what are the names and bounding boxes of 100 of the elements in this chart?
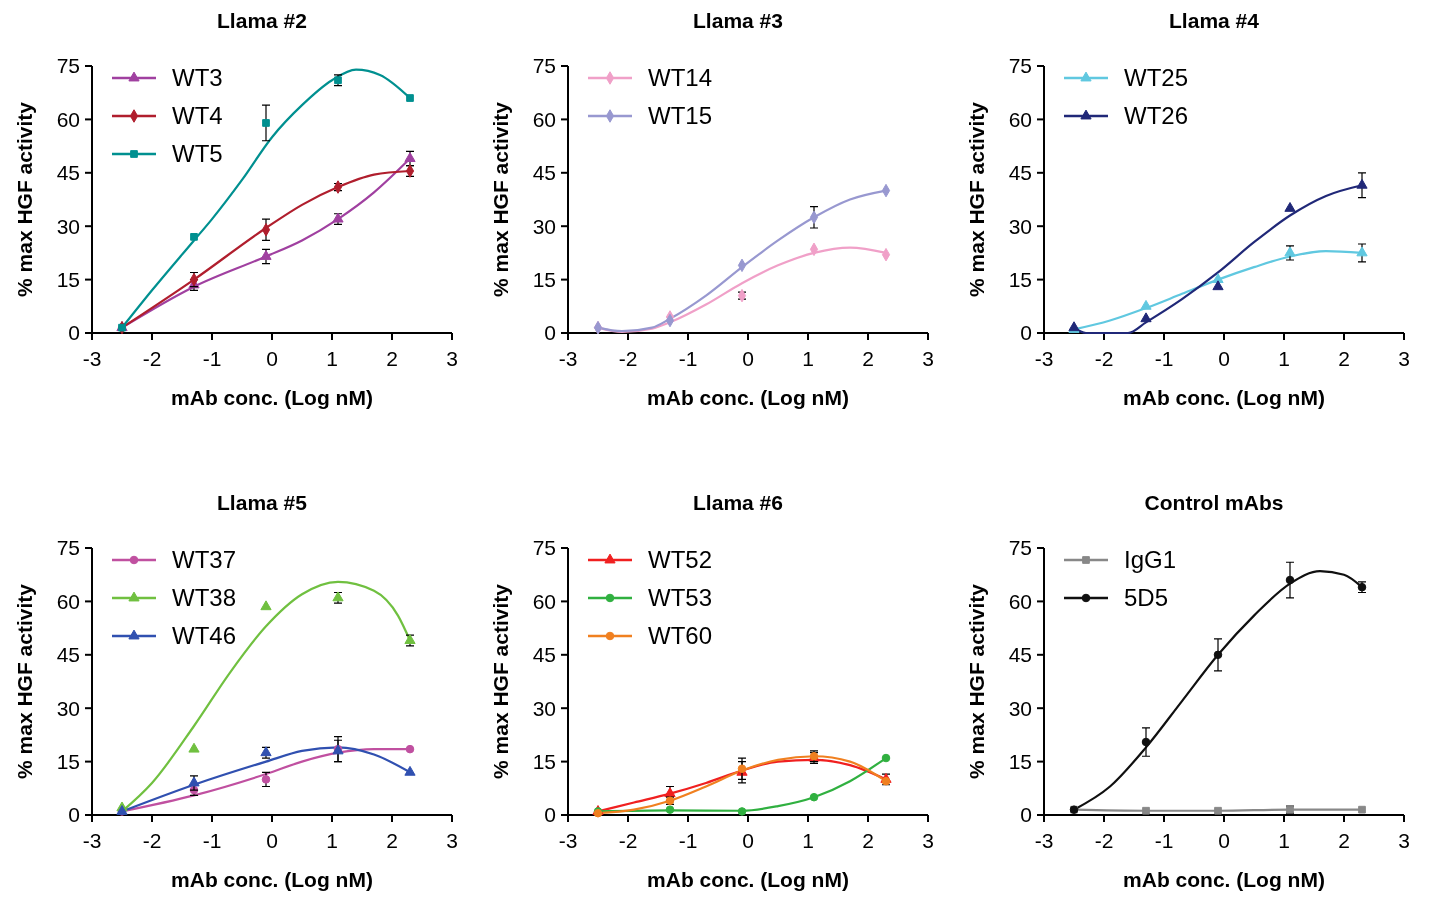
x-tick-label: 3 bbox=[1398, 347, 1410, 370]
y-tick-label: 60 bbox=[56, 107, 80, 131]
y-axis-title: % max HGF activity bbox=[965, 101, 988, 297]
y-tick-label: 45 bbox=[1008, 643, 1032, 667]
x-tick-label: -1 bbox=[678, 829, 698, 852]
x-tick-label: -1 bbox=[1154, 347, 1174, 370]
chart-title: Llama #2 bbox=[217, 9, 307, 32]
y-tick-label: 15 bbox=[532, 749, 556, 773]
y-tick-label: 15 bbox=[56, 749, 80, 773]
x-axis-title: mAb conc. (Log nM) bbox=[647, 868, 849, 891]
x-tick-label: 1 bbox=[802, 347, 814, 370]
y-tick-label: 30 bbox=[532, 696, 556, 720]
legend-label: WT25 bbox=[1124, 64, 1189, 92]
y-tick-label: 15 bbox=[1008, 749, 1032, 773]
x-tick-label: -1 bbox=[202, 829, 222, 852]
x-tick-label: 1 bbox=[326, 347, 338, 370]
x-tick-label: -2 bbox=[1094, 347, 1114, 370]
y-tick-label: 45 bbox=[56, 161, 80, 185]
y-axis-title: % max HGF activity bbox=[489, 101, 512, 297]
y-tick-label: 45 bbox=[1008, 161, 1032, 185]
legend-label: WT37 bbox=[172, 546, 237, 574]
legend-label: WT38 bbox=[172, 584, 237, 612]
y-tick-label: 75 bbox=[1008, 54, 1032, 78]
legend-label: WT5 bbox=[172, 140, 223, 168]
y-tick-label: 75 bbox=[1008, 536, 1032, 560]
chart-title: Llama #3 bbox=[693, 9, 783, 32]
y-tick-label: 60 bbox=[1008, 589, 1032, 613]
y-tick-label: 75 bbox=[532, 54, 556, 78]
x-tick-label: 0 bbox=[266, 347, 278, 370]
x-tick-label: 1 bbox=[326, 829, 338, 852]
y-tick-label: 60 bbox=[56, 589, 80, 613]
legend-label: WT14 bbox=[648, 64, 713, 92]
x-tick-label: 2 bbox=[386, 347, 398, 370]
x-tick-label: 3 bbox=[922, 829, 934, 852]
y-axis-title: % max HGF activity bbox=[13, 101, 36, 297]
x-tick-label: 2 bbox=[862, 829, 874, 852]
y-tick-label: 30 bbox=[1008, 214, 1032, 238]
x-tick-label: -2 bbox=[1094, 829, 1114, 852]
legend-label: IgG1 bbox=[1124, 546, 1177, 574]
x-tick-label: 2 bbox=[1338, 347, 1350, 370]
x-tick-label: -3 bbox=[1034, 347, 1054, 370]
y-tick-label: 0 bbox=[544, 321, 556, 345]
x-tick-label: -3 bbox=[82, 347, 102, 370]
y-tick-label: 45 bbox=[532, 643, 556, 667]
legend-label: WT26 bbox=[1124, 102, 1189, 130]
x-tick-label: -2 bbox=[618, 347, 638, 370]
y-tick-label: 0 bbox=[68, 321, 80, 345]
x-tick-label: -2 bbox=[142, 347, 162, 370]
x-tick-label: 3 bbox=[446, 829, 458, 852]
x-tick-label: 2 bbox=[386, 829, 398, 852]
chart-title: Llama #4 bbox=[1169, 9, 1260, 32]
x-tick-label: -2 bbox=[618, 829, 638, 852]
y-tick-label: 45 bbox=[532, 161, 556, 185]
chart-title: Llama #5 bbox=[217, 491, 308, 514]
legend-label: WT3 bbox=[172, 64, 223, 92]
legend-label: WT60 bbox=[648, 622, 713, 650]
x-tick-label: -3 bbox=[558, 829, 578, 852]
chart-title: Control mAbs bbox=[1144, 491, 1284, 514]
legend-label: WT15 bbox=[648, 102, 713, 130]
x-axis-title: mAb conc. (Log nM) bbox=[647, 386, 849, 409]
y-tick-label: 15 bbox=[1008, 267, 1032, 291]
y-axis-title: % max HGF activity bbox=[489, 583, 512, 779]
legend-label: 5D5 bbox=[1124, 584, 1169, 612]
y-tick-label: 45 bbox=[56, 643, 80, 667]
y-tick-label: 15 bbox=[56, 267, 80, 291]
x-axis-title: mAb conc. (Log nM) bbox=[1123, 386, 1325, 409]
x-tick-label: 0 bbox=[1218, 347, 1230, 370]
legend-label: WT46 bbox=[172, 622, 237, 650]
y-tick-label: 30 bbox=[1008, 696, 1032, 720]
y-axis-title: % max HGF activity bbox=[13, 583, 36, 779]
x-tick-label: 2 bbox=[1338, 829, 1350, 852]
y-tick-label: 60 bbox=[532, 107, 556, 131]
x-axis-title: mAb conc. (Log nM) bbox=[171, 386, 373, 409]
y-tick-label: 75 bbox=[56, 54, 80, 78]
x-axis-title: mAb conc. (Log nM) bbox=[171, 868, 373, 891]
x-tick-label: -3 bbox=[82, 829, 102, 852]
x-tick-label: 2 bbox=[862, 347, 874, 370]
y-axis-title: % max HGF activity bbox=[965, 583, 988, 779]
legend-label: WT52 bbox=[648, 546, 713, 574]
y-tick-label: 60 bbox=[1008, 107, 1032, 131]
x-axis-title: mAb conc. (Log nM) bbox=[1123, 868, 1325, 891]
x-tick-label: 1 bbox=[1278, 829, 1290, 852]
x-tick-label: -3 bbox=[558, 347, 578, 370]
x-tick-label: 0 bbox=[1218, 829, 1230, 852]
x-tick-label: -1 bbox=[678, 347, 698, 370]
legend-label: WT53 bbox=[648, 584, 713, 612]
x-tick-label: 3 bbox=[446, 347, 458, 370]
y-tick-label: 0 bbox=[544, 803, 556, 827]
y-tick-label: 75 bbox=[532, 536, 556, 560]
x-tick-label: 1 bbox=[1278, 347, 1290, 370]
chart-title: Llama #6 bbox=[693, 491, 783, 514]
x-tick-label: -3 bbox=[1034, 829, 1054, 852]
x-tick-label: -2 bbox=[142, 829, 162, 852]
x-tick-label: -1 bbox=[202, 347, 222, 370]
x-tick-label: 3 bbox=[922, 347, 934, 370]
y-tick-label: 60 bbox=[532, 589, 556, 613]
legend-label: WT4 bbox=[172, 102, 223, 130]
y-tick-label: 75 bbox=[56, 536, 80, 560]
x-tick-label: 0 bbox=[742, 829, 754, 852]
y-tick-label: 0 bbox=[68, 803, 80, 827]
